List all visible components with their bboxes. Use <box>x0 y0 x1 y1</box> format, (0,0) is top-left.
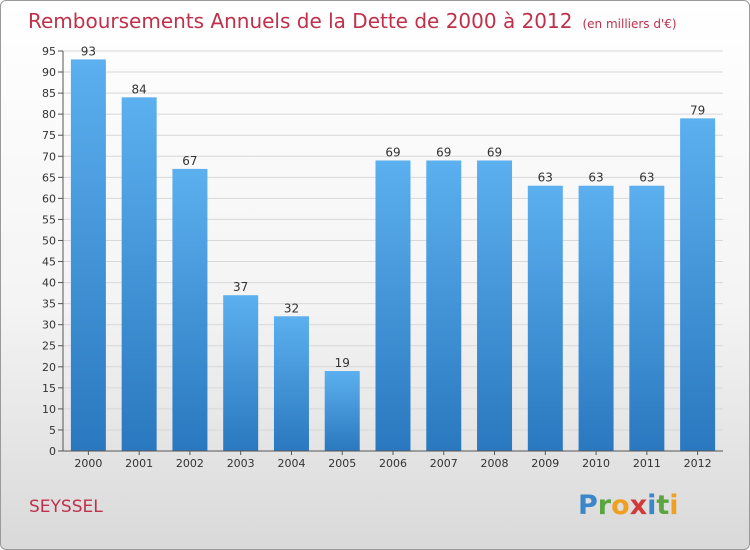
x-tick-label: 2004 <box>277 457 305 470</box>
logo-letter: r <box>597 490 612 521</box>
proxiti-logo: Proxiti <box>578 490 679 521</box>
y-tick-label: 75 <box>42 129 56 142</box>
logo-letter: i <box>647 490 657 521</box>
x-tick-label: 2007 <box>430 457 458 470</box>
y-tick-label: 85 <box>42 87 56 100</box>
bar <box>172 168 208 452</box>
y-tick-label: 20 <box>42 361 56 374</box>
bar <box>70 59 106 451</box>
bar-value-label: 19 <box>335 356 350 370</box>
y-tick-label: 70 <box>42 150 56 163</box>
y-tick-label: 65 <box>42 171 56 184</box>
bar-value-label: 93 <box>81 44 96 58</box>
bar <box>680 118 716 452</box>
bar <box>527 185 563 451</box>
bar-value-label: 69 <box>436 145 451 159</box>
y-tick-label: 30 <box>42 319 56 332</box>
x-tick-label: 2012 <box>684 457 712 470</box>
bar <box>223 295 259 451</box>
bars: 93 84 67 37 32 19 69 69 69 63 63 63 79 <box>70 44 716 452</box>
axes: 0 5 10 15 20 25 30 35 40 45 50 55 60 65 70 75 80 85 90 95 20… <box>42 45 723 470</box>
bar <box>121 97 157 451</box>
logo-letter: o <box>611 490 630 521</box>
bar-value-label: 32 <box>284 301 299 315</box>
y-tick-label: 15 <box>42 382 56 395</box>
x-tick-label: 2010 <box>582 457 610 470</box>
logo-letter: x <box>629 490 648 521</box>
bar-value-label: 63 <box>639 171 654 185</box>
y-tick-label: 5 <box>49 424 56 437</box>
x-tick-label: 2001 <box>125 457 153 470</box>
bar-value-label: 69 <box>385 145 400 159</box>
bar-value-label: 63 <box>538 171 553 185</box>
y-tick-label: 40 <box>42 277 56 290</box>
x-tick-label: 2000 <box>74 457 102 470</box>
bar <box>578 185 614 451</box>
y-tick-label: 50 <box>42 234 56 247</box>
y-tick-label: 95 <box>42 45 56 58</box>
bar <box>629 185 665 451</box>
x-tick-label: 2003 <box>227 457 255 470</box>
bar <box>477 160 513 451</box>
x-tick-label: 2011 <box>633 457 661 470</box>
x-tick-label: 2008 <box>481 457 509 470</box>
logo-letter: i <box>669 490 679 521</box>
logo-letter: P <box>578 490 598 521</box>
x-tick-label: 2006 <box>379 457 407 470</box>
bar-value-label: 37 <box>233 280 248 294</box>
y-tick-label: 0 <box>49 445 56 458</box>
bar <box>273 316 309 451</box>
y-tick-label: 60 <box>42 192 56 205</box>
x-tick-label: 2009 <box>531 457 559 470</box>
y-tick-label: 80 <box>42 108 56 121</box>
bar-value-label: 67 <box>182 154 197 168</box>
chart-title-text: Remboursements Annuels de la Dette de 20… <box>28 9 573 33</box>
y-tick-label: 45 <box>42 256 56 269</box>
x-tick-label: 2002 <box>176 457 204 470</box>
y-tick-label: 10 <box>42 403 56 416</box>
y-tick-label: 35 <box>42 298 56 311</box>
y-tick-label: 55 <box>42 213 56 226</box>
bar-value-label: 84 <box>132 82 147 96</box>
logo-letter: t <box>656 490 670 521</box>
y-tick-label: 90 <box>42 66 56 79</box>
bar-value-label: 63 <box>588 171 603 185</box>
bar <box>375 160 411 451</box>
chart-title: Remboursements Annuels de la Dette de 20… <box>28 9 677 33</box>
bar-value-label: 69 <box>487 145 502 159</box>
y-tick-label: 25 <box>42 340 56 353</box>
bar <box>324 371 360 451</box>
chart-unit: (en milliers d'€) <box>582 17 677 31</box>
x-tick-label: 2005 <box>328 457 356 470</box>
bar <box>426 160 462 451</box>
bar-value-label: 79 <box>690 103 705 117</box>
commune-name: SEYSSEL <box>29 497 103 517</box>
